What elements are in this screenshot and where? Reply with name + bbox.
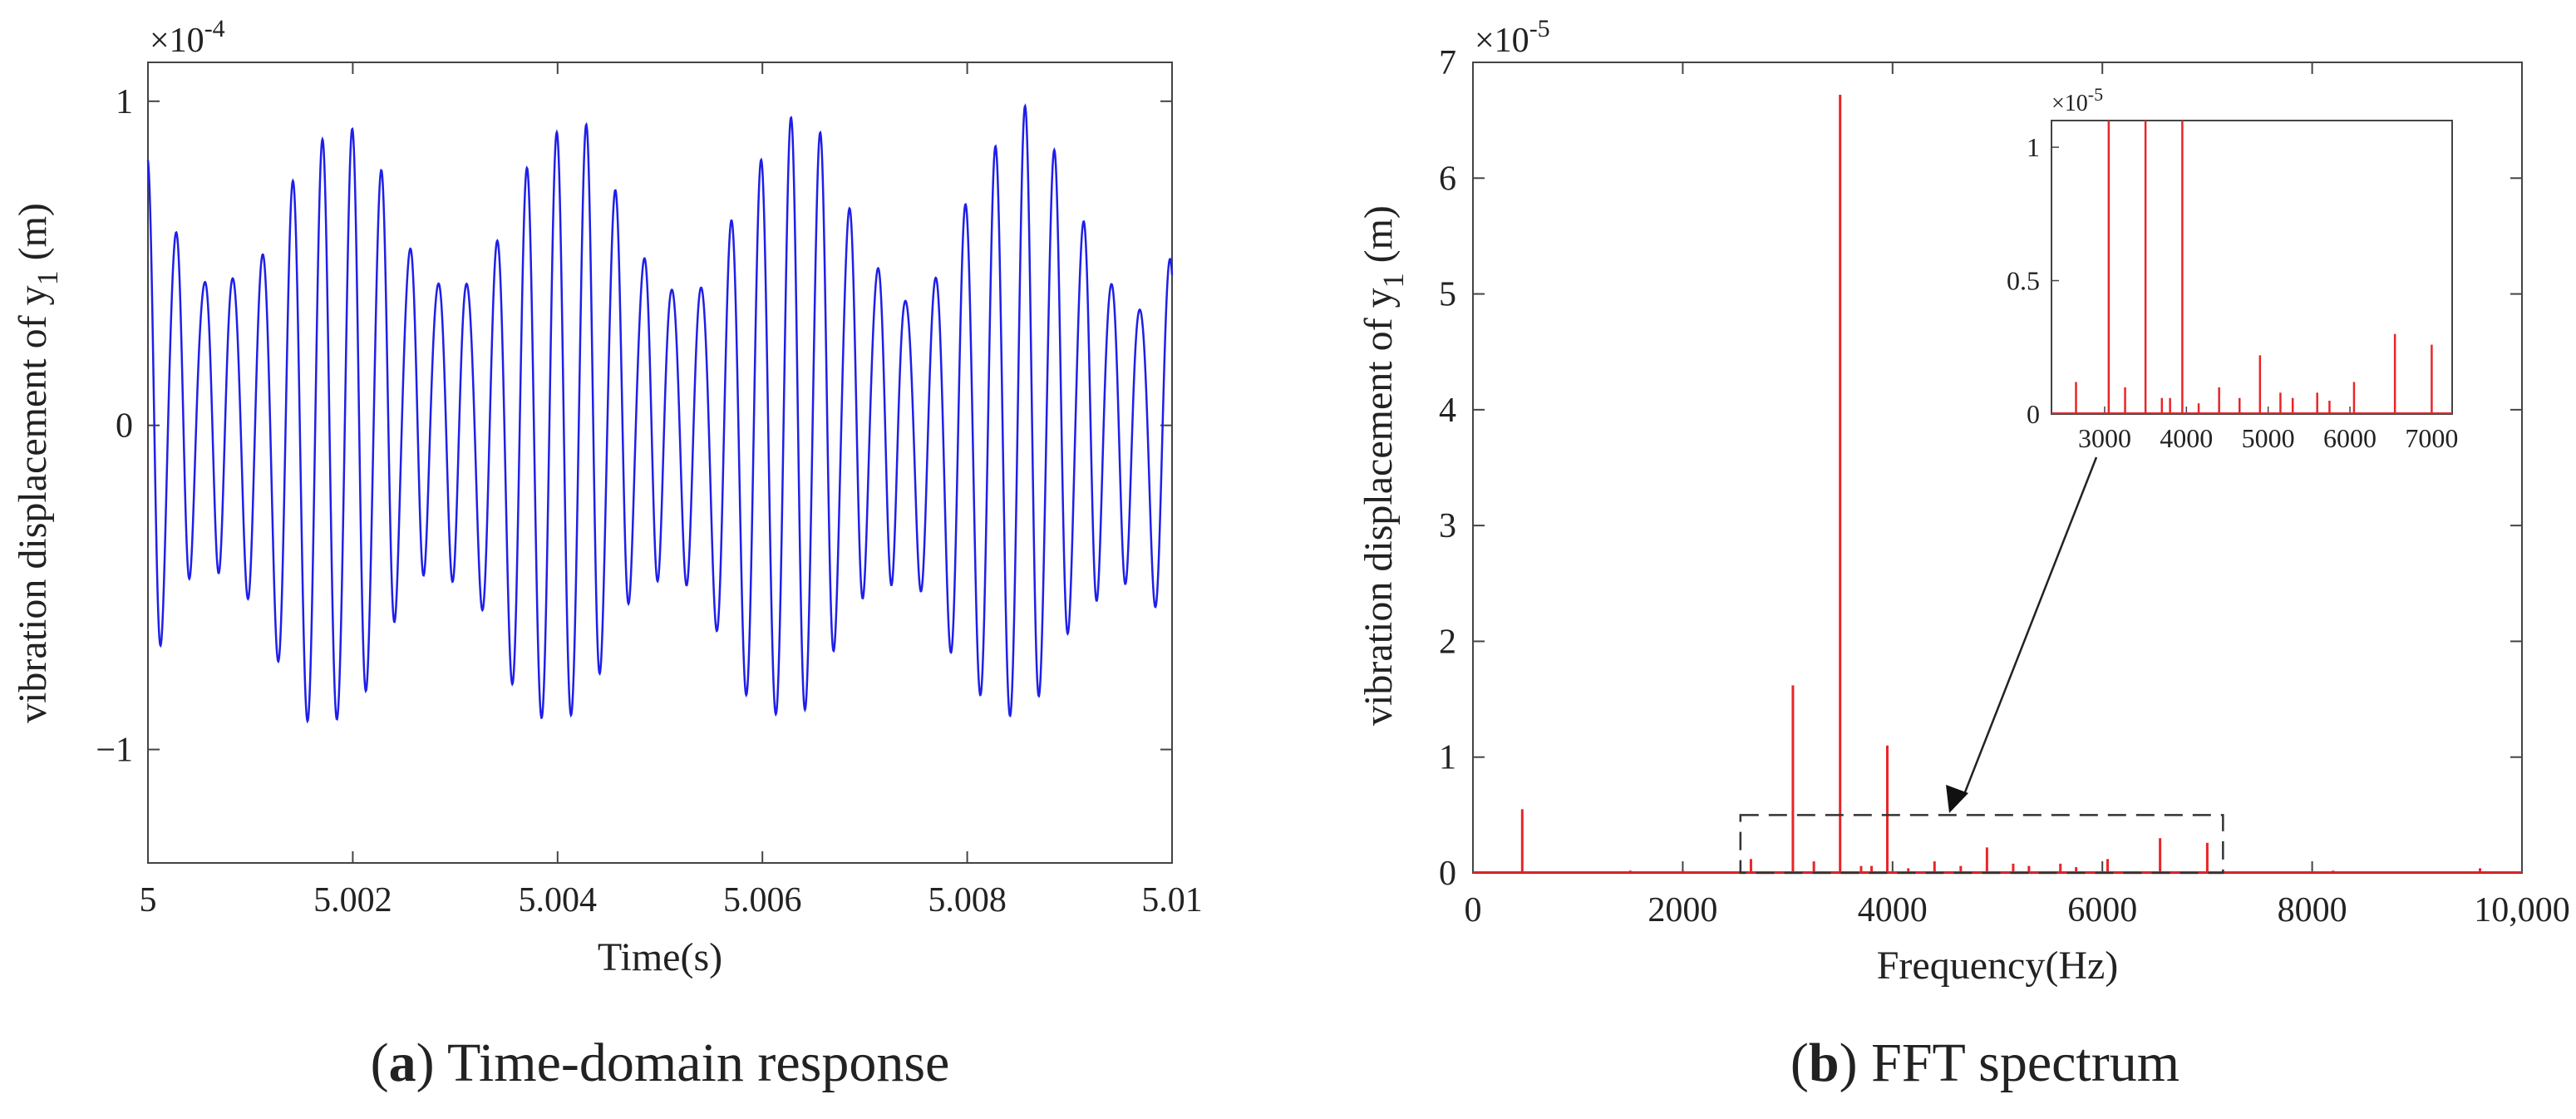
chart-a-caption: (a) Time-domain response	[371, 1033, 950, 1093]
chart-b-ytick-label: 2	[1439, 623, 1456, 661]
chart-b-inset-ytick-label: 0.5	[2007, 266, 2040, 296]
chart-a-ytick-label: −1	[96, 732, 133, 770]
chart-a-xtick-label: 5.01	[1141, 881, 1203, 919]
chart-b-ytick-labels: 0 1 2 3 4 5 6 7	[1439, 44, 1456, 893]
chart-b-xlabel: Frequency(Hz)	[1877, 944, 2119, 988]
chart-a-xtick-label: 5.006	[723, 881, 802, 919]
chart-a-ylabel: vibration displacement of y1 (m)	[11, 203, 64, 723]
chart-b-ytick-label: 6	[1439, 160, 1456, 198]
chart-a: −1 0 1 5 5.002 5.004 5.006 5.008 5.01 ×10-4 Tim…	[11, 15, 1203, 1093]
chart-b-inset-xtick-label: 6000	[2323, 423, 2377, 453]
chart-b-xtick-label: 6000	[2067, 891, 2137, 929]
chart-b-inset-xtick-label: 7000	[2405, 423, 2458, 453]
chart-b-ytick-label: 5	[1439, 276, 1456, 314]
chart-b-caption: (b) FFT spectrum	[1790, 1033, 2180, 1093]
chart-a-series-y1-line	[146, 103, 1174, 724]
chart-b-xtick-label: 10,000	[2474, 891, 2570, 929]
chart-b-ytick-label: 7	[1439, 44, 1456, 82]
chart-b-ytick-label: 0	[1439, 855, 1456, 893]
chart-b-inset: 00.51 3000 4000 5000 6000 7000 ×10-5	[2007, 84, 2458, 453]
chart-a-xtick-label: 5.002	[313, 881, 392, 919]
chart-b-arrow-line	[1962, 456, 2098, 797]
chart-b-y-multiplier: ×10-5	[1475, 15, 1550, 60]
chart-b-inset-y-multiplier: ×10-5	[2051, 84, 2103, 116]
chart-a-y-multiplier: ×10-4	[150, 15, 225, 60]
chart-b-xtick-label: 4000	[1858, 891, 1928, 929]
chart-b-inset-bars	[2075, 121, 2433, 414]
chart-b-bars	[1520, 95, 2482, 873]
chart-b-inset-ytick-label: 1	[2027, 132, 2040, 162]
chart-b-ylabel: vibration displacement of y1 (m)	[1357, 205, 1410, 726]
chart-a-ticks	[147, 62, 1173, 863]
chart-a-xlabel: Time(s)	[598, 935, 722, 979]
chart-b-arrow-head	[1946, 785, 1968, 813]
chart-b-inset-xtick-labels: 3000 4000 5000 6000 7000	[2078, 423, 2458, 453]
chart-b-inset-xtick-label: 4000	[2160, 423, 2213, 453]
chart-b-inset-ytick-label: 0	[2027, 399, 2040, 429]
chart-b-inset-xtick-label: 5000	[2242, 423, 2295, 453]
chart-b-xtick-label: 2000	[1648, 891, 1717, 929]
chart-b-inset-xtick-label: 3000	[2078, 423, 2131, 453]
chart-a-ytick-labels: −1 0 1	[96, 83, 133, 770]
chart-a-xtick-label: 5	[140, 881, 157, 919]
chart-a-xtick-label: 5.004	[519, 881, 598, 919]
chart-b-inset-ytick-labels: 00.51	[2007, 132, 2040, 429]
chart-b: 0 1 2 3 4 5 6 7 0 2000 4000 6000 8000 10,000 ×10-5 F…	[1357, 15, 2570, 1093]
chart-a-ytick-label: 0	[116, 407, 133, 446]
chart-b-ticks	[1472, 62, 2523, 874]
chart-b-highlight-box	[1739, 814, 2224, 875]
chart-b-xtick-label: 8000	[2278, 891, 2347, 929]
chart-b-inset-frame	[2051, 120, 2453, 415]
chart-b-ytick-label: 3	[1439, 507, 1456, 545]
chart-a-xtick-labels: 5 5.002 5.004 5.006 5.008 5.01	[140, 881, 1203, 919]
chart-a-plot-frame	[147, 62, 1173, 864]
chart-b-xtick-label: 0	[1465, 891, 1482, 929]
chart-b-ytick-label: 1	[1439, 739, 1456, 777]
chart-b-ytick-label: 4	[1439, 392, 1456, 430]
chart-a-ytick-label: 1	[116, 83, 133, 121]
chart-b-xtick-labels: 0 2000 4000 6000 8000 10,000	[1465, 891, 2570, 929]
chart-a-xtick-label: 5.008	[928, 881, 1007, 919]
